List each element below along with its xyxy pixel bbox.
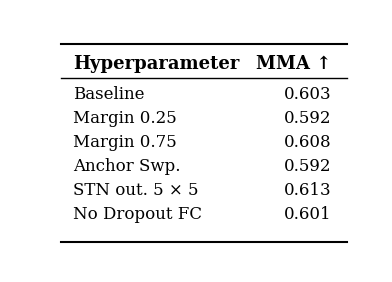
Text: STN out. 5 × 5: STN out. 5 × 5 (73, 182, 199, 199)
Text: Hyperparameter: Hyperparameter (73, 55, 240, 73)
Text: 0.608: 0.608 (284, 134, 332, 151)
Text: Margin 0.25: Margin 0.25 (73, 110, 177, 127)
Text: MMA ↑: MMA ↑ (256, 55, 332, 73)
Text: No Dropout FC: No Dropout FC (73, 206, 202, 222)
Text: Anchor Swp.: Anchor Swp. (73, 158, 181, 175)
Text: 0.592: 0.592 (284, 158, 332, 175)
Text: Baseline: Baseline (73, 86, 145, 103)
Text: 0.603: 0.603 (284, 86, 332, 103)
Text: 0.613: 0.613 (284, 182, 332, 199)
Text: 0.592: 0.592 (284, 110, 332, 127)
Text: Margin 0.75: Margin 0.75 (73, 134, 177, 151)
Text: 0.601: 0.601 (284, 206, 332, 222)
